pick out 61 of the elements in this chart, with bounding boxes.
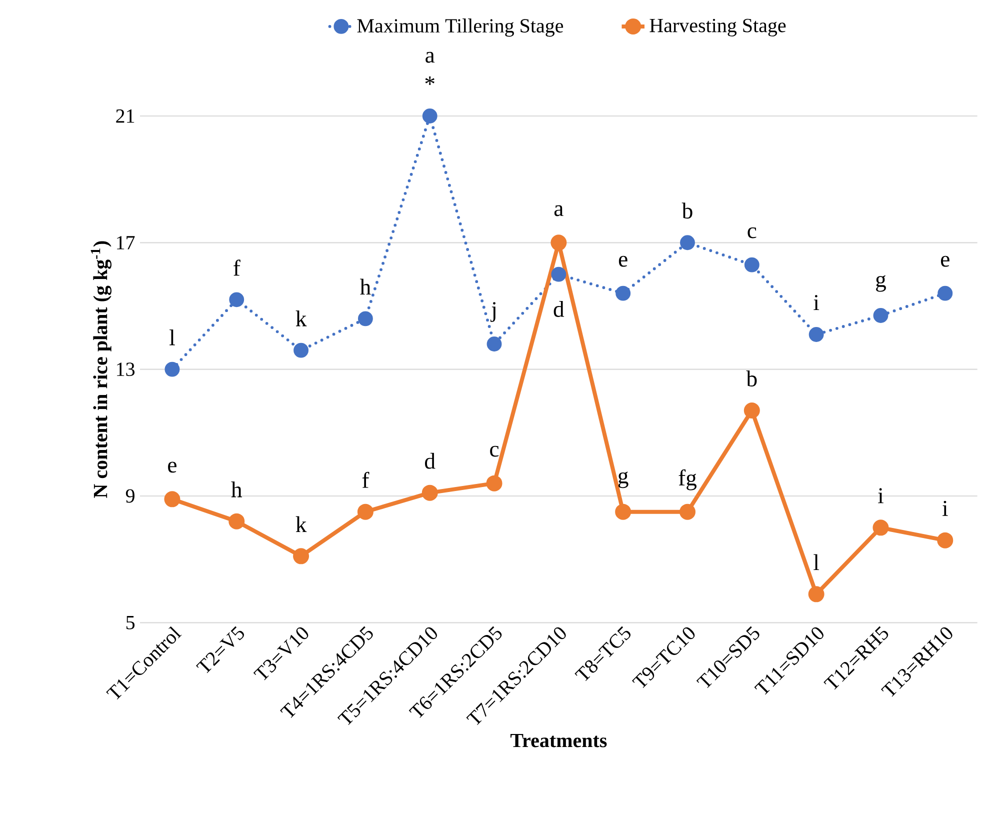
- annotation: a: [554, 205, 564, 216]
- point: [486, 336, 502, 352]
- annotation: c: [490, 446, 499, 457]
- y-tick-label: 13: [117, 362, 135, 376]
- point: [550, 234, 567, 251]
- y-tick-label: 21: [116, 110, 134, 123]
- point: [358, 311, 373, 326]
- point: [551, 267, 566, 282]
- annotation: e: [168, 462, 176, 473]
- legend-label: Maximum Tillering Stage: [357, 18, 564, 37]
- y-axis-title: N content in rice plant (g kg$^{-1}$): [90, 241, 112, 498]
- point: [744, 402, 760, 419]
- annotation: h: [360, 278, 371, 295]
- point: [872, 520, 889, 536]
- annotation: i: [878, 488, 884, 504]
- annotation: fg: [678, 470, 696, 490]
- y-tick-label: 17: [117, 236, 135, 250]
- annotation: d: [554, 301, 564, 318]
- point: [422, 108, 438, 124]
- annotation: e: [940, 256, 950, 267]
- point: [486, 475, 502, 492]
- point: [422, 485, 438, 501]
- point: [808, 586, 824, 602]
- annotation: l: [170, 330, 175, 346]
- x-axis-title: Treatments: [510, 734, 607, 748]
- point: [873, 308, 888, 324]
- point: [357, 504, 374, 520]
- point: [680, 235, 695, 250]
- annotation: b: [682, 202, 692, 219]
- annotation: *: [425, 76, 434, 86]
- point: [744, 258, 760, 272]
- point: [293, 548, 310, 564]
- annotation: a: [426, 52, 435, 63]
- annotation: d: [425, 453, 436, 469]
- annotation: g: [618, 472, 628, 488]
- point: [164, 362, 180, 377]
- annotation: j: [490, 302, 496, 322]
- annotation: c: [748, 228, 756, 238]
- point: [294, 343, 308, 358]
- point: [615, 504, 632, 520]
- legend-label: Harvesting Stage: [650, 19, 786, 37]
- annotation: e: [618, 256, 628, 267]
- point: [164, 491, 180, 508]
- annotation: k: [296, 516, 307, 532]
- point: [228, 513, 245, 530]
- y-tick-label: 9: [126, 489, 134, 503]
- annotation: i: [814, 295, 820, 310]
- annotation: l: [814, 554, 819, 570]
- point: [679, 504, 696, 520]
- annotation: g: [876, 275, 886, 292]
- point: [938, 286, 953, 301]
- annotation: f: [234, 260, 240, 276]
- point: [616, 286, 631, 301]
- point: [229, 292, 244, 308]
- annotation: f: [362, 472, 370, 488]
- point: [937, 532, 954, 548]
- annotation: i: [942, 500, 948, 516]
- annotation: h: [231, 482, 242, 498]
- point: [808, 327, 824, 342]
- annotation: b: [746, 370, 757, 387]
- annotation: k: [296, 310, 307, 326]
